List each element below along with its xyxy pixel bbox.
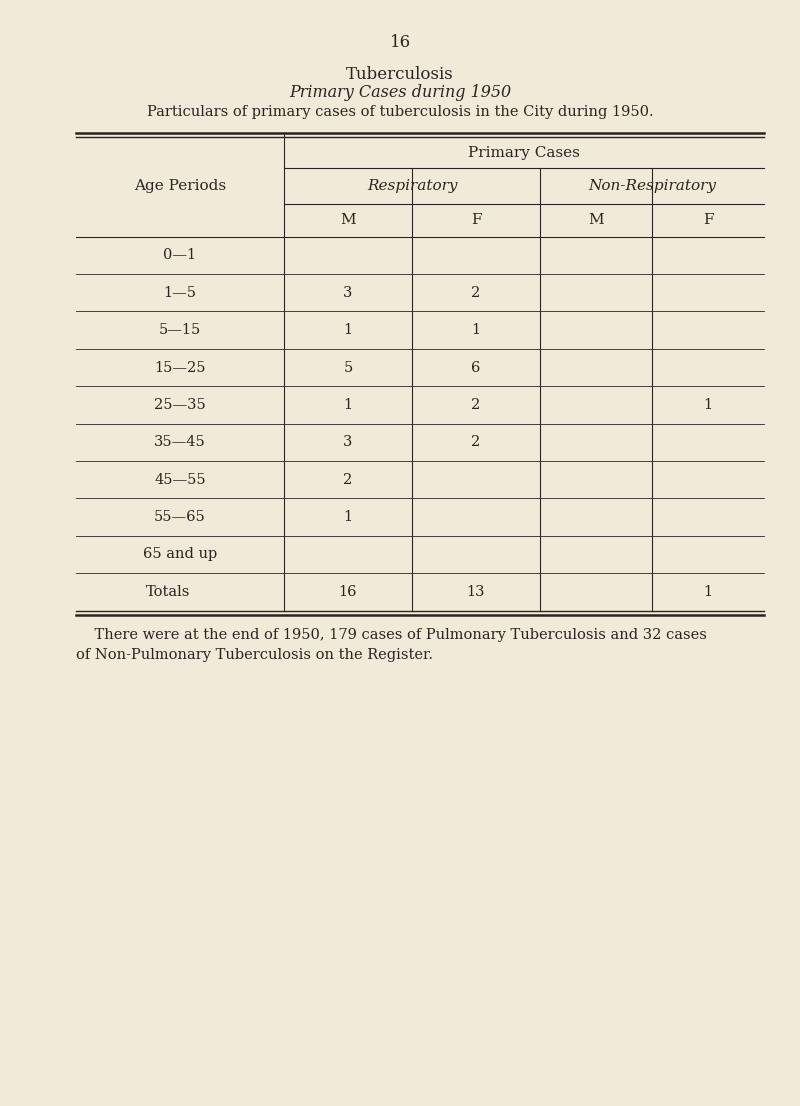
Text: There were at the end of 1950, 179 cases of Pulmonary Tuberculosis and 32 cases
: There were at the end of 1950, 179 cases… (76, 628, 707, 661)
Text: Primary Cases during 1950: Primary Cases during 1950 (289, 84, 511, 102)
Text: 2: 2 (471, 285, 481, 300)
Text: 16: 16 (390, 33, 410, 51)
Text: 3: 3 (343, 285, 353, 300)
Text: 35—45: 35—45 (154, 436, 206, 449)
Text: 1: 1 (471, 323, 481, 337)
Text: 2: 2 (343, 472, 353, 487)
Text: 6: 6 (471, 361, 481, 375)
Text: Age Periods: Age Periods (134, 179, 226, 192)
Text: 2: 2 (471, 436, 481, 449)
Text: Totals: Totals (146, 585, 190, 598)
Text: 1: 1 (343, 398, 353, 411)
Text: 15—25: 15—25 (154, 361, 206, 375)
Text: Non-Respiratory: Non-Respiratory (588, 179, 716, 192)
Text: 1: 1 (703, 398, 713, 411)
Text: Primary Cases: Primary Cases (468, 146, 580, 159)
Text: 25—35: 25—35 (154, 398, 206, 411)
Text: 1: 1 (343, 510, 353, 524)
Text: 5: 5 (343, 361, 353, 375)
Text: 0—1: 0—1 (163, 249, 197, 262)
Text: 1: 1 (703, 585, 713, 598)
Text: M: M (340, 213, 356, 227)
Text: M: M (588, 213, 604, 227)
Text: Tuberculosis: Tuberculosis (346, 65, 454, 83)
Text: 5—15: 5—15 (159, 323, 201, 337)
Text: 13: 13 (466, 585, 486, 598)
Text: 65 and up: 65 and up (143, 547, 217, 562)
Text: 45—55: 45—55 (154, 472, 206, 487)
Text: 1: 1 (343, 323, 353, 337)
Text: F: F (470, 213, 482, 227)
Text: 3: 3 (343, 436, 353, 449)
Text: Particulars of primary cases of tuberculosis in the City during 1950.: Particulars of primary cases of tubercul… (146, 105, 654, 118)
Text: 1—5: 1—5 (163, 285, 197, 300)
Text: 2: 2 (471, 398, 481, 411)
Text: Respiratory: Respiratory (366, 179, 458, 192)
Text: 16: 16 (338, 585, 358, 598)
Text: 55—65: 55—65 (154, 510, 206, 524)
Text: F: F (702, 213, 714, 227)
